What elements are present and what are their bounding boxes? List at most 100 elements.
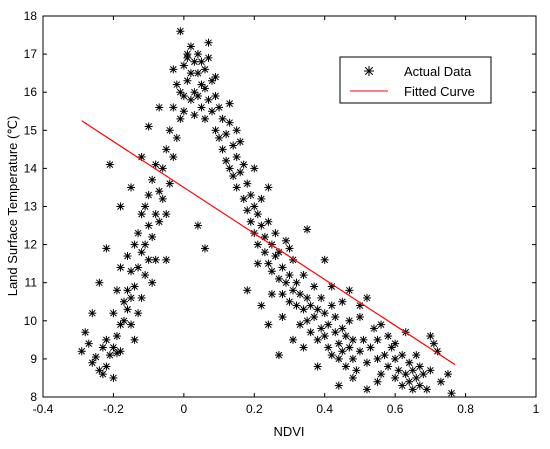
data-point: [348, 373, 357, 382]
data-point: [211, 92, 220, 101]
data-point: [380, 351, 389, 360]
data-point: [338, 324, 347, 333]
data-point: [77, 347, 86, 356]
data-point: [373, 354, 382, 363]
data-point: [102, 244, 111, 253]
y-tick-label: 15: [24, 123, 38, 137]
data-point: [331, 328, 340, 337]
data-point: [105, 160, 114, 169]
data-point: [204, 53, 213, 62]
data-point: [88, 309, 97, 318]
data-point: [278, 290, 287, 299]
data-point: [408, 366, 417, 375]
x-tick-label: 1: [533, 402, 540, 416]
data-point: [162, 210, 171, 219]
data-point: [130, 240, 139, 249]
data-point: [274, 274, 283, 283]
data-point: [112, 286, 121, 295]
data-point: [429, 339, 438, 348]
data-point: [281, 236, 290, 245]
data-point: [267, 267, 276, 276]
data-point: [200, 244, 209, 253]
data-point: [292, 301, 301, 310]
data-point: [141, 271, 150, 280]
data-point: [102, 335, 111, 344]
data-point: [137, 293, 146, 302]
data-point: [179, 61, 188, 70]
data-point: [296, 290, 305, 299]
data-point: [313, 335, 322, 344]
data-point: [289, 335, 298, 344]
data-point: [239, 160, 248, 169]
data-point: [155, 103, 164, 112]
x-tick-label: -0.2: [103, 402, 124, 416]
data-point: [169, 65, 178, 74]
data-point: [394, 366, 403, 375]
data-point: [141, 240, 150, 249]
data-point: [401, 370, 410, 379]
y-tick-label: 16: [24, 85, 38, 99]
legend-label-fitted-curve: Fitted Curve: [404, 84, 475, 99]
data-point: [148, 278, 157, 287]
data-point: [144, 255, 153, 264]
data-point: [348, 335, 357, 344]
data-point: [320, 309, 329, 318]
data-point: [134, 229, 143, 238]
data-point: [345, 286, 354, 295]
y-axis-ticks: 8 9 10 11 12 13 14 15 16 17 18: [24, 9, 536, 404]
data-point: [232, 126, 241, 135]
data-point: [144, 191, 153, 200]
data-point: [98, 343, 107, 352]
data-point: [310, 312, 319, 321]
data-point: [324, 320, 333, 329]
data-point: [422, 385, 431, 394]
data-point: [426, 366, 435, 375]
data-point: [370, 324, 379, 333]
data-point: [127, 267, 136, 276]
data-point: [197, 103, 206, 112]
data-point: [281, 278, 290, 287]
data-point: [327, 301, 336, 310]
data-point: [95, 278, 104, 287]
data-point: [313, 362, 322, 371]
data-point: [197, 57, 206, 66]
data-point: [405, 358, 414, 367]
data-point: [250, 202, 259, 211]
data-point: [285, 297, 294, 306]
legend: Actual Data Fitted Curve: [339, 56, 492, 104]
data-point: [313, 305, 322, 314]
data-point: [362, 358, 371, 367]
data-point: [112, 332, 121, 341]
data-point: [271, 229, 280, 238]
data-point: [303, 293, 312, 302]
data-point: [127, 293, 136, 302]
data-point: [362, 293, 371, 302]
data-point: [384, 332, 393, 341]
data-point: [225, 164, 234, 173]
data-point: [232, 183, 241, 192]
data-point: [84, 339, 93, 348]
data-point: [317, 293, 326, 302]
data-point: [433, 347, 442, 356]
data-point: [334, 339, 343, 348]
data-point: [398, 351, 407, 360]
data-point: [398, 381, 407, 390]
data-point: [243, 286, 252, 295]
data-point: [130, 335, 139, 344]
data-point: [225, 99, 234, 108]
data-point: [176, 27, 185, 36]
data-point: [306, 301, 315, 310]
data-point: [366, 343, 375, 352]
data-point: [193, 221, 202, 230]
y-tick-label: 18: [24, 9, 38, 23]
data-point: [109, 373, 118, 382]
x-tick-label: 0: [181, 402, 188, 416]
data-point: [186, 42, 195, 51]
data-point: [134, 263, 143, 272]
data-point: [116, 202, 125, 211]
data-point: [345, 343, 354, 352]
data-point: [109, 309, 118, 318]
data-point: [176, 114, 185, 123]
data-point: [426, 332, 435, 341]
data-point: [127, 320, 136, 329]
